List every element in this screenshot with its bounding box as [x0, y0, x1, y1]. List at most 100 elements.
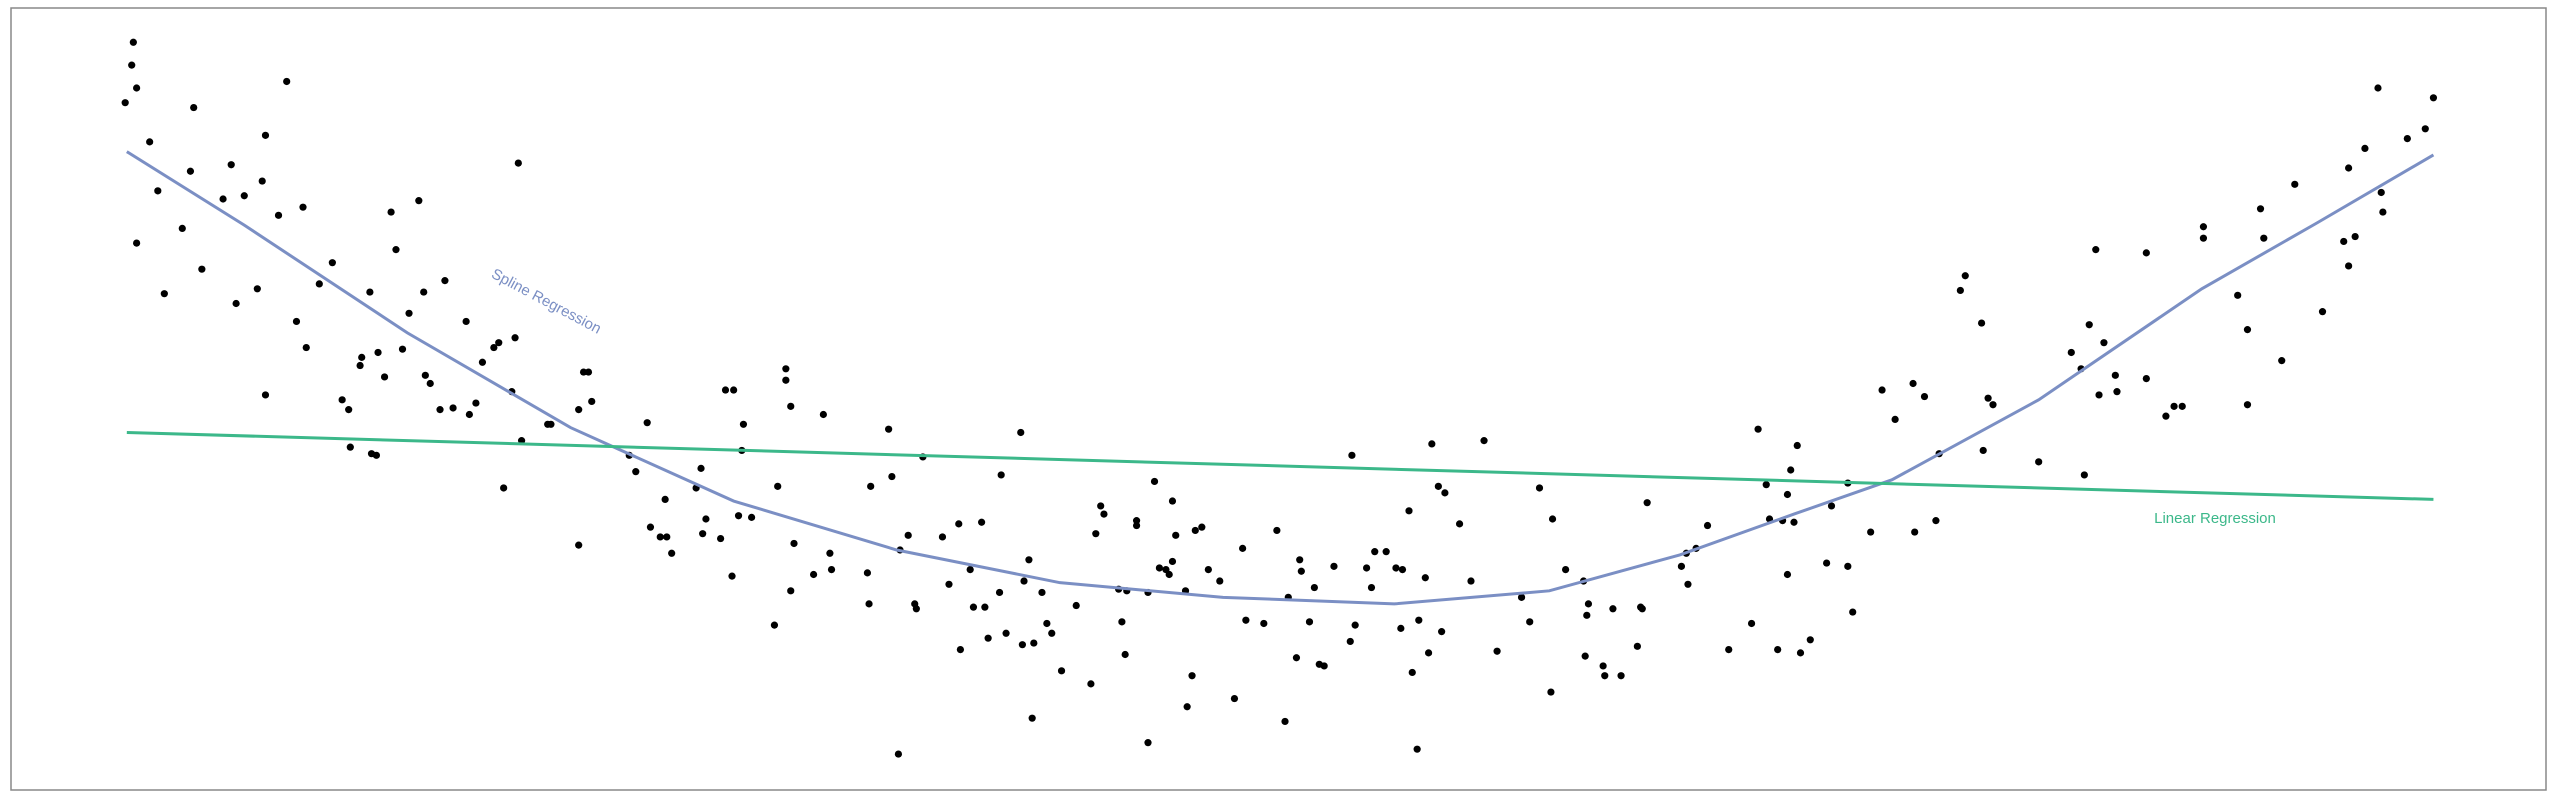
point — [1438, 628, 1446, 636]
point — [2162, 412, 2170, 420]
point — [511, 334, 519, 342]
point — [261, 391, 270, 399]
point — [500, 484, 508, 492]
point — [449, 404, 457, 412]
point — [2234, 291, 2242, 299]
marks — [121, 38, 2438, 758]
point — [1239, 544, 1247, 552]
point — [584, 368, 593, 376]
point — [405, 309, 413, 317]
point — [2142, 249, 2150, 257]
point — [774, 482, 782, 490]
point — [1198, 523, 1206, 531]
point — [747, 513, 756, 521]
point — [2421, 125, 2429, 133]
point — [1526, 618, 1534, 626]
point — [1018, 641, 1026, 649]
point — [782, 365, 790, 373]
point — [415, 197, 423, 205]
point — [1467, 577, 1475, 585]
point — [734, 512, 743, 520]
point — [2278, 357, 2286, 365]
point — [1150, 477, 1159, 486]
point — [1144, 739, 1152, 747]
point — [261, 131, 270, 139]
point — [2111, 371, 2119, 379]
line-label: Spline Regression — [489, 265, 604, 337]
point — [2379, 208, 2387, 216]
point — [1408, 668, 1416, 677]
point — [258, 177, 266, 185]
point — [1441, 489, 1449, 497]
point — [299, 203, 307, 211]
point — [1747, 619, 1756, 628]
point — [178, 224, 186, 232]
point — [2113, 388, 2121, 396]
point — [472, 399, 480, 407]
point — [1415, 616, 1423, 624]
point — [2361, 144, 2369, 153]
point — [1087, 680, 1095, 688]
point — [1132, 521, 1141, 530]
point — [420, 288, 428, 296]
point — [315, 280, 323, 288]
point — [1424, 649, 1433, 657]
point — [1849, 608, 1857, 616]
point — [865, 600, 873, 608]
point — [790, 539, 798, 548]
point — [2256, 205, 2265, 213]
point — [1017, 428, 1025, 437]
point — [1911, 528, 1919, 536]
point — [2085, 321, 2093, 329]
point — [728, 572, 736, 580]
point — [426, 379, 434, 388]
point — [1121, 650, 1129, 659]
point — [770, 621, 779, 629]
point — [721, 386, 730, 394]
point — [2035, 458, 2043, 466]
point — [345, 406, 353, 414]
point — [1230, 694, 1239, 703]
point — [356, 361, 364, 370]
point — [1493, 647, 1501, 655]
point — [490, 343, 498, 352]
point — [129, 38, 137, 46]
point — [1428, 440, 1436, 448]
point — [2345, 164, 2353, 172]
point — [1100, 510, 1108, 518]
point — [1725, 645, 1733, 654]
point — [1028, 714, 1036, 722]
point — [462, 317, 470, 326]
point — [1643, 499, 1651, 507]
point — [1762, 481, 1770, 489]
point — [894, 750, 903, 758]
point — [190, 103, 198, 112]
point — [2260, 234, 2268, 242]
point — [809, 570, 818, 579]
point — [826, 549, 834, 557]
point — [338, 396, 346, 404]
point — [1956, 286, 1964, 295]
point — [1909, 379, 1917, 388]
point — [1092, 530, 1100, 538]
point — [1330, 562, 1338, 570]
point — [1684, 580, 1692, 588]
point — [441, 277, 449, 285]
point — [1783, 570, 1792, 579]
point — [867, 482, 875, 490]
point — [945, 580, 953, 588]
point — [1168, 497, 1177, 505]
point — [1072, 601, 1080, 610]
point — [387, 208, 395, 216]
point — [1480, 437, 1488, 445]
point — [956, 645, 965, 654]
point — [1191, 526, 1199, 535]
point — [283, 77, 291, 86]
point — [219, 195, 227, 203]
point — [663, 533, 671, 541]
point — [1633, 642, 1641, 650]
point — [1097, 502, 1105, 510]
point — [547, 420, 555, 428]
